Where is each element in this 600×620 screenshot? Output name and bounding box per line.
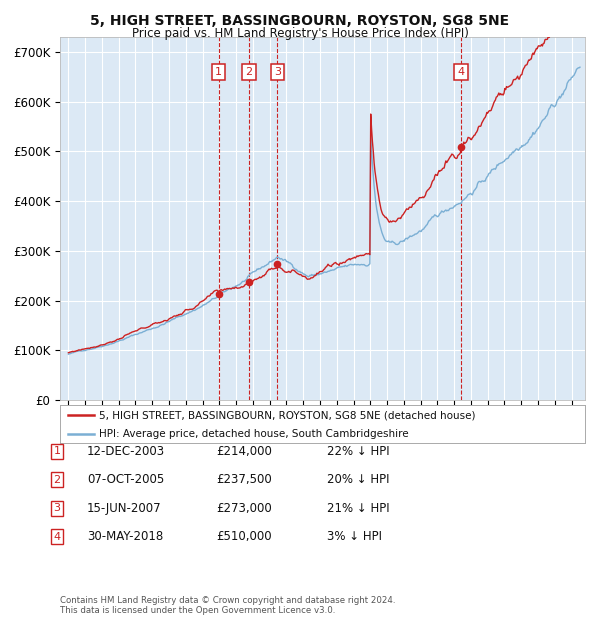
- Text: 21% ↓ HPI: 21% ↓ HPI: [327, 502, 389, 515]
- Text: £237,500: £237,500: [216, 474, 272, 486]
- Text: 5, HIGH STREET, BASSINGBOURN, ROYSTON, SG8 5NE (detached house): 5, HIGH STREET, BASSINGBOURN, ROYSTON, S…: [100, 410, 476, 420]
- Text: 2: 2: [53, 475, 61, 485]
- Text: 07-OCT-2005: 07-OCT-2005: [87, 474, 164, 486]
- Text: £214,000: £214,000: [216, 445, 272, 458]
- Text: 3% ↓ HPI: 3% ↓ HPI: [327, 531, 382, 543]
- Text: 5, HIGH STREET, BASSINGBOURN, ROYSTON, SG8 5NE: 5, HIGH STREET, BASSINGBOURN, ROYSTON, S…: [91, 14, 509, 28]
- Text: 2: 2: [245, 67, 253, 77]
- Text: 12-DEC-2003: 12-DEC-2003: [87, 445, 165, 458]
- Text: 3: 3: [274, 67, 281, 77]
- Text: 15-JUN-2007: 15-JUN-2007: [87, 502, 161, 515]
- Text: 30-MAY-2018: 30-MAY-2018: [87, 531, 163, 543]
- Text: 1: 1: [53, 446, 61, 456]
- Text: HPI: Average price, detached house, South Cambridgeshire: HPI: Average price, detached house, Sout…: [100, 428, 409, 439]
- Text: 22% ↓ HPI: 22% ↓ HPI: [327, 445, 389, 458]
- Text: 4: 4: [53, 532, 61, 542]
- Text: 1: 1: [215, 67, 222, 77]
- Text: Price paid vs. HM Land Registry's House Price Index (HPI): Price paid vs. HM Land Registry's House …: [131, 27, 469, 40]
- Text: 3: 3: [53, 503, 61, 513]
- Text: 4: 4: [457, 67, 464, 77]
- Text: 20% ↓ HPI: 20% ↓ HPI: [327, 474, 389, 486]
- Text: Contains HM Land Registry data © Crown copyright and database right 2024.
This d: Contains HM Land Registry data © Crown c…: [60, 596, 395, 615]
- Text: £273,000: £273,000: [216, 502, 272, 515]
- Text: £510,000: £510,000: [216, 531, 272, 543]
